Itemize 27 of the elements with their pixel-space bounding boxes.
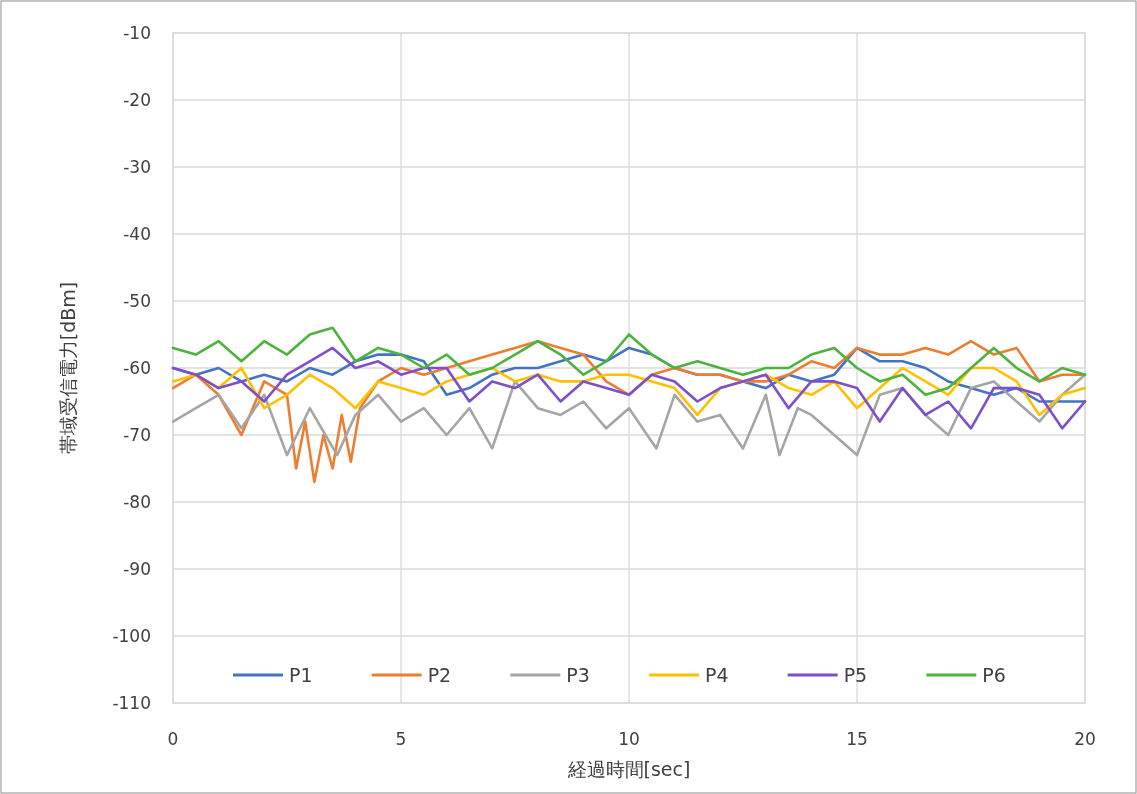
legend-label: P2	[427, 664, 452, 686]
y-tick-label: -50	[123, 291, 151, 311]
x-axis-title: 経過時間[sec]	[566, 758, 691, 780]
y-tick-label: -110	[112, 693, 151, 713]
legend-label: P1	[289, 664, 313, 686]
y-tick-label: -80	[123, 492, 151, 512]
y-tick-label: -40	[123, 224, 151, 244]
x-tick-label: 0	[167, 729, 179, 749]
y-tick-label: -10	[123, 23, 151, 43]
y-tick-label: -30	[123, 157, 151, 177]
line-series	[171, 346, 1087, 430]
x-tick-label: 15	[846, 729, 868, 749]
legend-label: P3	[566, 664, 590, 686]
y-tick-label: -60	[123, 358, 151, 378]
y-axis-title: 帯域受信電力[dBm]	[57, 281, 79, 455]
line-series	[171, 373, 1087, 457]
y-tick-label: -20	[123, 90, 151, 110]
legend-label: P6	[982, 664, 1006, 686]
x-tick-label: 20	[1074, 729, 1096, 749]
line-series	[171, 326, 1087, 397]
y-tick-label: -70	[123, 425, 151, 445]
y-tick-label: -100	[112, 626, 151, 646]
x-tick-label: 10	[618, 729, 640, 749]
y-tick-label: -90	[123, 559, 151, 579]
legend-label: P4	[705, 664, 729, 686]
legend-label: P5	[843, 664, 868, 686]
x-tick-label: 5	[395, 729, 407, 749]
